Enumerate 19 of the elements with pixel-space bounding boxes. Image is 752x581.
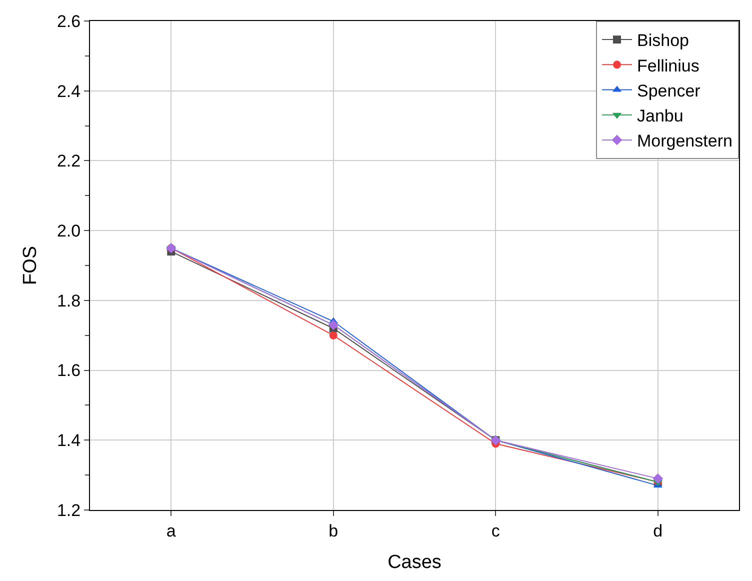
y-tick-label: 2.4 bbox=[56, 82, 81, 101]
legend-label: Spencer bbox=[637, 81, 701, 100]
y-tick-label: 1.4 bbox=[56, 431, 81, 450]
legend-label: Janbu bbox=[637, 106, 684, 126]
legend-label: Bishop bbox=[637, 31, 689, 50]
y-tick-label: 1.2 bbox=[56, 500, 81, 520]
y-tick-label: 2.2 bbox=[56, 152, 81, 171]
x-tick-label: d bbox=[653, 521, 663, 540]
y-tick-label: 2.0 bbox=[56, 222, 81, 241]
x-tick-label: b bbox=[328, 521, 338, 540]
x-axis-title: Cases bbox=[388, 552, 442, 574]
x-tick-label: c bbox=[491, 521, 500, 540]
y-tick-label: 2.6 bbox=[56, 12, 81, 31]
y-tick-label: 1.6 bbox=[56, 361, 81, 380]
y-tick-label: 1.8 bbox=[56, 291, 81, 310]
legend-label: Fellinius bbox=[637, 56, 700, 76]
legend-label: Morgenstern bbox=[637, 132, 732, 151]
y-axis-title: FOS bbox=[20, 246, 41, 286]
x-tick-label: a bbox=[166, 521, 176, 540]
